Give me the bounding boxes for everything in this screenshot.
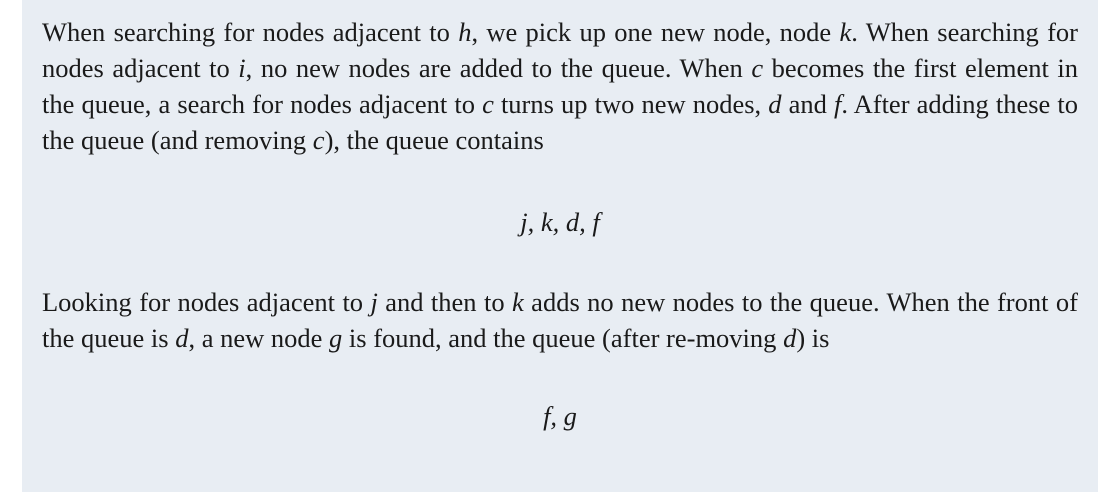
text-segment: becomes the first element in the queue, … <box>42 53 1078 119</box>
text-segment: and then to <box>377 287 512 317</box>
math-variable: k <box>839 17 852 47</box>
text-segment: . After adding these to the queue (and r… <box>42 89 1078 155</box>
math-variable: i <box>238 53 246 83</box>
text-segment: and <box>781 89 834 119</box>
math-variable: c <box>751 53 764 83</box>
math-variable: g <box>329 323 343 353</box>
text-segment: ) is <box>796 323 830 353</box>
math-variable: d <box>783 323 797 353</box>
math-variable: d <box>175 323 189 353</box>
text-segment: ), the queue contains <box>324 125 544 155</box>
text-segment: is found, and the queue (after re-moving <box>342 323 784 353</box>
math-variable: j <box>370 287 378 317</box>
paragraph-1: When searching for nodes adjacent to h, … <box>42 14 1078 158</box>
paragraph-2: Looking for nodes adjacent to j and then… <box>42 284 1078 356</box>
text-segment: , no new nodes are added to the queue. W… <box>245 53 752 83</box>
math-variable: f <box>833 89 842 119</box>
text-segment: Looking for nodes adjacent to <box>42 287 371 317</box>
text-segment: , we pick up one new node, node <box>471 17 840 47</box>
math-variable: c <box>312 125 325 155</box>
text-segment: . When searching for nodes adjacent to <box>42 17 1079 83</box>
math-variable: c <box>482 89 494 119</box>
queue-display-2: f, g <box>543 401 577 431</box>
math-variable: d <box>768 89 782 119</box>
queue-display-1: j, k, d, f <box>520 207 600 237</box>
text-panel: When searching for nodes adjacent to h, … <box>22 0 1098 492</box>
text-segment: When searching for nodes adjacent to <box>42 17 459 47</box>
text-segment: , a new node <box>188 323 330 353</box>
text-segment: adds no new nodes to the queue. When the… <box>42 287 1078 353</box>
math-variable: k <box>512 287 524 317</box>
text-segment: turns up two new nodes, <box>493 89 769 119</box>
math-variable: h <box>458 17 472 47</box>
